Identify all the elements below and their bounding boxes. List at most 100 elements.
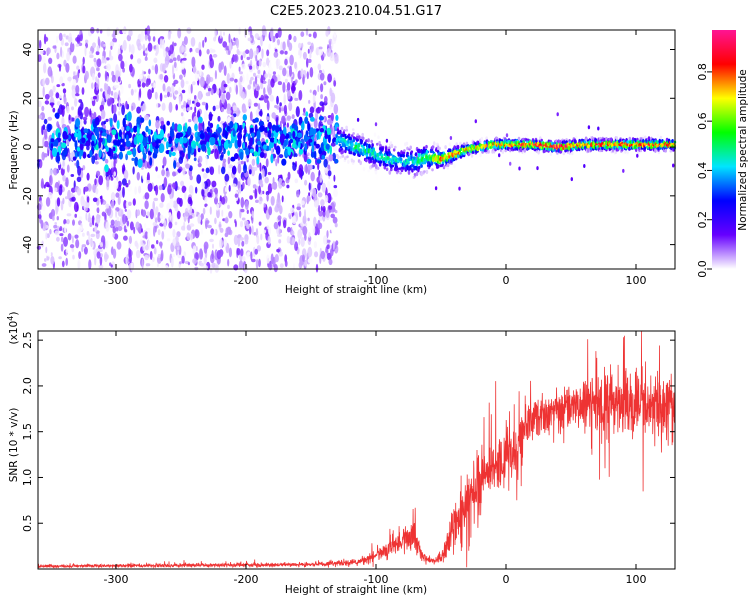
spectrogram-noise-cell <box>172 64 175 76</box>
spectrogram-noise-cell <box>102 239 106 250</box>
spectrogram-noise-cell <box>112 226 117 234</box>
spectrogram-noise-cell <box>184 46 187 52</box>
spectrogram-noise-cell <box>209 166 215 175</box>
spectrogram-noise-cell <box>222 158 227 163</box>
spectrogram-noise-cell <box>131 105 134 112</box>
spectrogram-noise-cell <box>109 262 112 267</box>
spectrogram-noise-cell <box>123 225 127 232</box>
spectrogram-noise-cell <box>301 42 304 49</box>
spectrogram-noise-cell <box>251 258 256 263</box>
spectrogram-noise-cell <box>165 170 170 178</box>
spectrogram-noise-cell <box>246 73 249 82</box>
spectrogram-signal-cell <box>465 141 469 145</box>
spectrogram-noise-cell <box>256 85 260 91</box>
spectrogram-noise-cell <box>242 91 246 100</box>
spectrogram-signal-cell <box>369 157 373 162</box>
spectrogram-noise-cell <box>172 171 176 177</box>
spectrogram-noise-cell <box>219 99 222 110</box>
spectrogram-noise-cell <box>82 165 86 171</box>
spectrogram-noise-cell <box>228 247 232 258</box>
spectrogram-noise-cell <box>326 230 329 239</box>
spectrogram-noise-cell <box>317 192 323 198</box>
spectrogram-noise-cell <box>204 36 207 43</box>
spectrogram-noise-cell <box>255 108 261 118</box>
spectrogram-band-cell <box>85 141 91 147</box>
spectrogram-noise-cell <box>164 94 168 98</box>
spectrogram-noise-cell <box>151 155 154 167</box>
spectrogram-noise-cell <box>239 75 243 83</box>
spectrogram-signal-cell <box>336 126 340 129</box>
spectrogram-noise-cell <box>56 101 61 106</box>
spectrogram-band-cell <box>250 127 254 132</box>
spectrogram-noise-cell <box>157 174 161 179</box>
spectrogram-noise-cell <box>155 166 158 172</box>
spectrogram-signal-cell <box>525 133 529 139</box>
spectrogram-noise-cell <box>212 105 216 112</box>
spectrogram-noise-cell <box>205 220 208 230</box>
spectrogram-noise-cell <box>304 260 308 267</box>
spectrogram-signal-cell <box>402 151 406 155</box>
spectrogram-noise-cell <box>56 121 59 128</box>
spectrogram-noise-cell <box>161 39 165 50</box>
spectrogram-noise-cell <box>238 260 244 270</box>
spectrogram-noise-cell <box>105 118 109 123</box>
spectrogram-x-tick-label: -300 <box>104 274 129 287</box>
spectrogram-noise-cell <box>120 60 125 70</box>
spectrogram-noise-cell <box>186 107 191 111</box>
spectrogram-noise-cell <box>174 90 179 95</box>
spectrogram-noise-cell <box>81 246 84 253</box>
spectrogram-signal-cell <box>379 143 382 148</box>
spectrogram-band-cell <box>177 123 183 133</box>
spectrogram-x-tick-label: -200 <box>234 274 259 287</box>
spectrogram-noise-cell <box>317 85 320 93</box>
spectrogram-noise-cell <box>112 232 115 238</box>
spectrogram-noise-cell <box>106 27 111 37</box>
spectrogram-noise-cell <box>223 65 227 76</box>
spectrogram-band-cell <box>168 149 172 158</box>
spectrogram-band-cell <box>72 156 77 161</box>
spectrogram-signal-cell <box>559 150 563 154</box>
spectrogram-noise-cell <box>153 197 159 202</box>
spectrogram-noise-cell <box>258 258 261 268</box>
colorbar-tick-label: 0.0 <box>696 260 709 278</box>
spectrogram-noise-cell <box>258 196 263 205</box>
spectrogram-noise-cell <box>59 233 64 237</box>
spectrogram-noise-cell <box>258 179 263 186</box>
spectrogram-band-cell <box>307 123 311 132</box>
spectrogram-band-cell <box>268 141 272 151</box>
spectrogram-x-ticks: -300 -200 -100 0 100 <box>104 30 647 287</box>
spectrogram-noise-cell <box>66 105 70 114</box>
spectrogram-sparse-cell <box>536 166 539 171</box>
spectrogram-signal-cell <box>644 135 647 140</box>
spectrogram-signal-cell <box>390 143 394 149</box>
spectrogram-noise-cell <box>214 148 219 160</box>
spectrogram-noise-cell <box>36 245 42 250</box>
spectrogram-noise-cell <box>94 153 99 161</box>
spectrogram-noise-cell <box>279 50 285 55</box>
spectrogram-noise-cell <box>140 31 144 42</box>
spectrogram-band-cell <box>335 114 339 121</box>
spectrogram-noise-cell <box>320 94 323 100</box>
spectrogram-noise-cell <box>103 43 106 47</box>
spectrogram-signal-cell <box>585 137 588 141</box>
spectrogram-noise-cell <box>42 137 45 148</box>
spectrogram-noise-cell <box>273 221 279 230</box>
spectrogram-noise-cell <box>189 175 193 181</box>
spectrogram-noise-cell <box>201 168 205 172</box>
spectrogram-noise-cell <box>96 45 100 52</box>
spectrogram-signal-cell <box>556 151 559 155</box>
spectrogram-noise-cell <box>106 176 110 188</box>
spectrogram-band-cell <box>111 149 114 158</box>
spectrogram-noise-cell <box>278 154 284 159</box>
spectrogram-noise-cell <box>181 68 186 75</box>
spectrogram-noise-cell <box>117 196 121 205</box>
spectrogram-noise-cell <box>37 100 42 108</box>
spectrogram-noise-cell <box>95 51 100 56</box>
spectrogram-noise-cell <box>212 53 218 58</box>
spectrogram-noise-cell <box>98 264 104 269</box>
spectrogram-noise-cell <box>207 224 212 229</box>
spectrogram-noise-cell <box>324 167 329 174</box>
spectrogram-noise-cell <box>58 32 63 42</box>
spectrogram-noise-cell <box>73 201 79 213</box>
spectrogram-noise-cell <box>184 191 187 200</box>
